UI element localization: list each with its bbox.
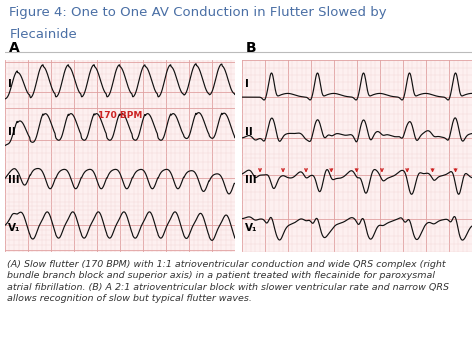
Text: I: I — [8, 79, 12, 89]
Text: II: II — [245, 127, 253, 137]
Text: 170 BPM: 170 BPM — [98, 111, 142, 120]
Text: V₁: V₁ — [245, 223, 257, 233]
Text: Flecainide: Flecainide — [9, 28, 77, 41]
Text: Figure 4: One to One AV Conduction in Flutter Slowed by: Figure 4: One to One AV Conduction in Fl… — [9, 6, 387, 19]
Text: (A) Slow flutter (170 BPM) with 1:1 atrioventricular conduction and wide QRS com: (A) Slow flutter (170 BPM) with 1:1 atri… — [7, 260, 449, 303]
Text: I: I — [245, 79, 249, 89]
Text: II: II — [8, 127, 16, 137]
Text: III: III — [245, 175, 257, 185]
Text: III: III — [8, 175, 20, 185]
Text: V₁: V₁ — [8, 223, 21, 233]
Text: A: A — [9, 41, 20, 55]
Text: B: B — [246, 41, 257, 55]
